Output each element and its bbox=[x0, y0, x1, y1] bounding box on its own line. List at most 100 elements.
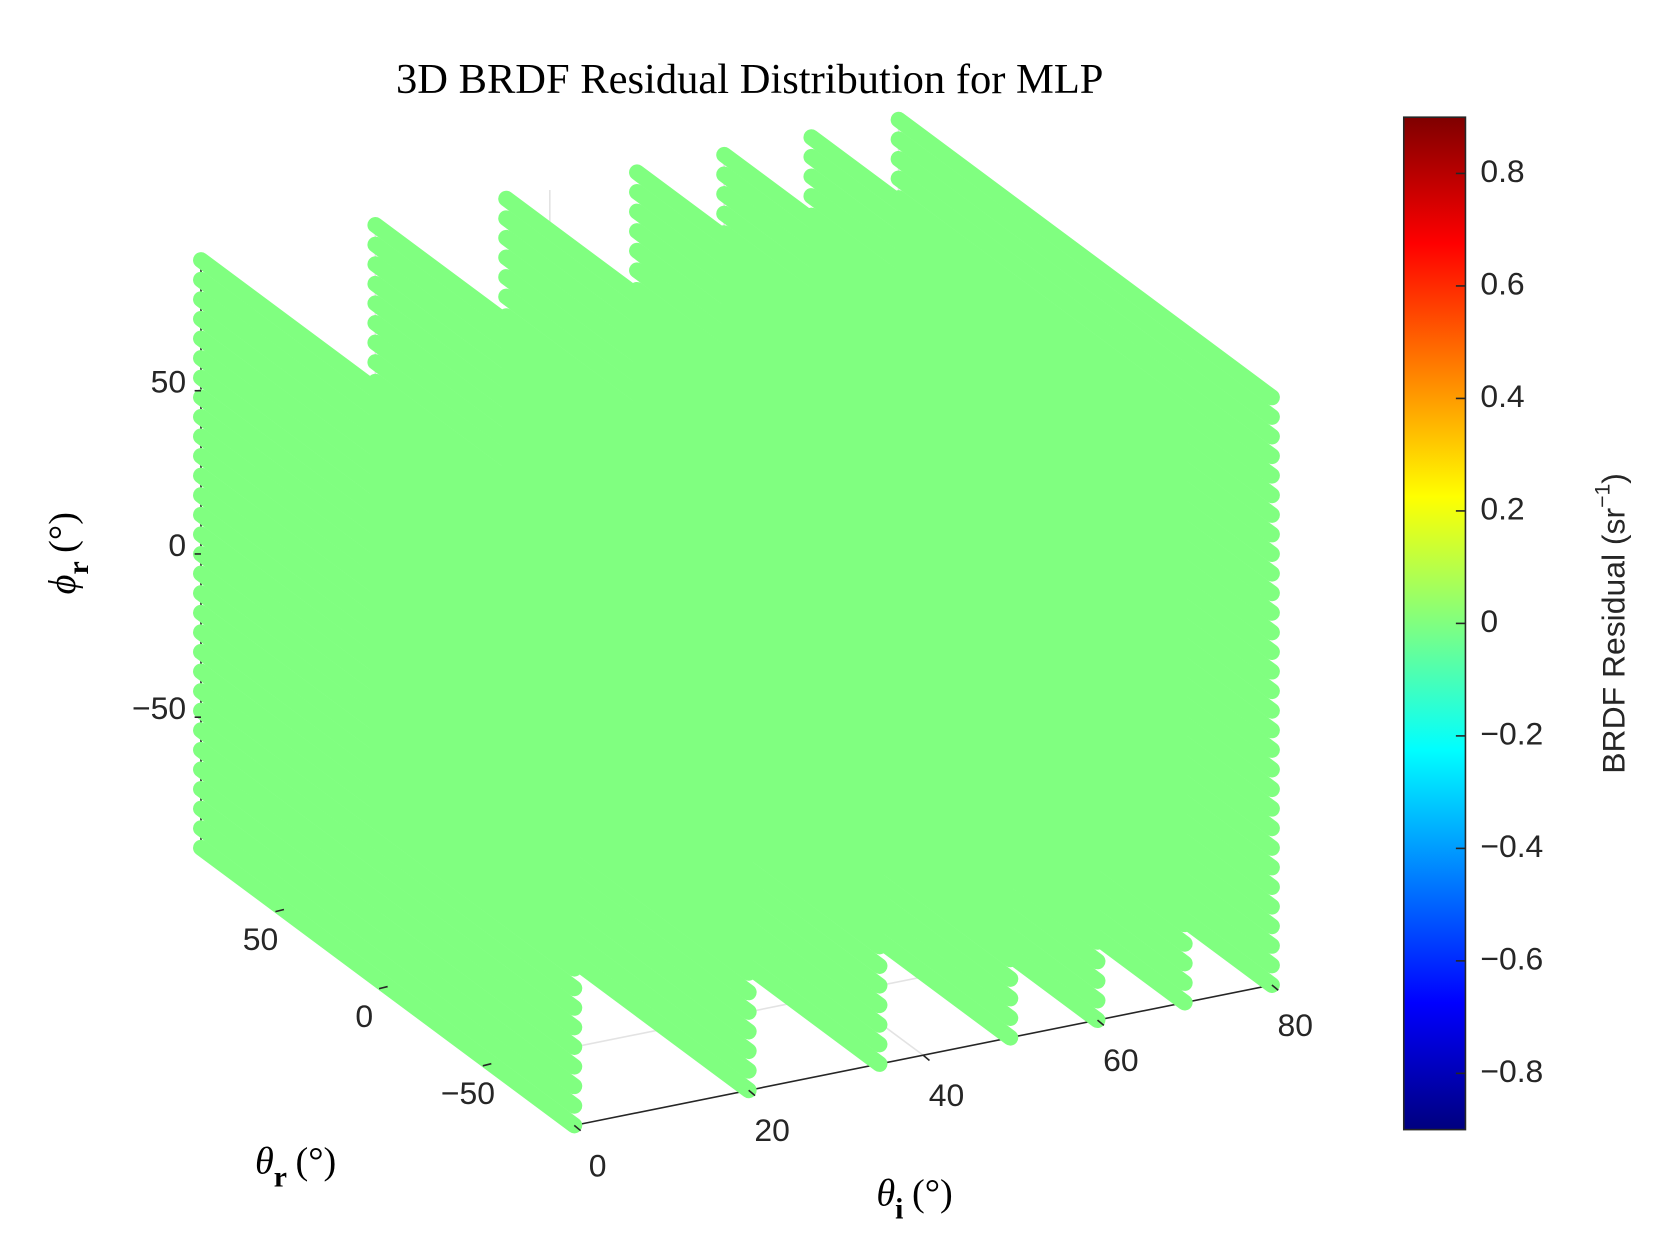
colorbar-tick-label: 0.2 bbox=[1480, 490, 1524, 526]
residual-points bbox=[193, 487, 583, 781]
y-label-symbol: θ bbox=[255, 1140, 274, 1182]
plot-area bbox=[193, 111, 1280, 1134]
x-tick bbox=[1096, 1019, 1105, 1027]
colorbar-label: BRDF Residual (sr−1) bbox=[1590, 473, 1632, 774]
z-tick-label: −50 bbox=[132, 690, 186, 726]
residual-points bbox=[193, 643, 583, 938]
y-tick bbox=[378, 985, 388, 990]
residual-points bbox=[193, 741, 583, 1036]
z-tick-label: 0 bbox=[168, 527, 186, 563]
residual-points bbox=[498, 229, 888, 524]
x-tick-label: 40 bbox=[929, 1077, 964, 1113]
residual-points bbox=[716, 166, 1106, 460]
colorbar-label-text: BRDF Residual (sr bbox=[1596, 508, 1632, 774]
x-label-unit: (°) bbox=[912, 1172, 953, 1214]
residual-points bbox=[498, 190, 888, 485]
residual-points bbox=[193, 702, 583, 997]
residual-points bbox=[803, 148, 1193, 443]
y-label-sub: r bbox=[274, 1160, 287, 1193]
residual-points bbox=[367, 275, 757, 570]
colorbar-label-sup: −1 bbox=[1590, 484, 1614, 508]
residual-points bbox=[193, 408, 583, 703]
residual-points bbox=[367, 236, 757, 531]
z-tick-label: 50 bbox=[151, 364, 186, 400]
y-tick-label: 50 bbox=[243, 921, 278, 957]
residual-points bbox=[193, 310, 583, 605]
residual-points bbox=[193, 781, 583, 1075]
x-tick-label: 0 bbox=[589, 1147, 607, 1183]
colorbar-tick-label: −0.2 bbox=[1480, 715, 1543, 751]
z-label-symbol: ϕ bbox=[42, 575, 84, 595]
x-label-symbol: θ bbox=[876, 1172, 895, 1214]
x-tick bbox=[1271, 984, 1279, 991]
residual-points bbox=[193, 820, 583, 1114]
residual-points bbox=[803, 188, 1193, 482]
residual-points bbox=[193, 722, 583, 1016]
colorbar-label-close: ) bbox=[1596, 473, 1632, 484]
colorbar-tick-label: 0.4 bbox=[1480, 378, 1524, 414]
residual-points bbox=[193, 291, 583, 585]
residual-points bbox=[367, 315, 757, 609]
residual-points bbox=[193, 624, 583, 918]
y-label-unit: (°) bbox=[296, 1140, 337, 1182]
colorbar-tick-label: 0 bbox=[1480, 603, 1498, 639]
residual-points bbox=[193, 565, 583, 860]
residual-points bbox=[629, 164, 1019, 458]
y-axis-label: θr (°) bbox=[255, 1140, 336, 1193]
y-tick-label: −50 bbox=[441, 1075, 495, 1111]
residual-points bbox=[716, 146, 1106, 441]
z-label-sub: r bbox=[62, 561, 95, 574]
residual-points bbox=[193, 506, 583, 801]
colorbar-tick-label: 0.8 bbox=[1480, 153, 1524, 189]
residual-points bbox=[890, 111, 1280, 406]
residual-points bbox=[498, 249, 888, 544]
residual-points bbox=[367, 217, 757, 511]
x-tick bbox=[573, 1124, 582, 1132]
residual-points bbox=[193, 448, 583, 742]
x-tick bbox=[922, 1054, 930, 1062]
x-tick-label: 60 bbox=[1103, 1042, 1138, 1078]
residual-points bbox=[629, 203, 1019, 498]
y-tick-label: 0 bbox=[355, 998, 373, 1034]
residual-points bbox=[193, 761, 583, 1055]
residual-points bbox=[629, 262, 1019, 556]
z-axis-label: ϕr (°) bbox=[42, 512, 95, 594]
x-tick bbox=[748, 1089, 756, 1097]
residual-points bbox=[803, 129, 1193, 423]
colorbar-tick-label: −0.6 bbox=[1480, 940, 1543, 976]
residual-points bbox=[803, 168, 1193, 463]
residual-points bbox=[193, 526, 583, 820]
residual-points bbox=[193, 369, 583, 664]
residual-points bbox=[193, 604, 583, 899]
residual-points bbox=[193, 350, 583, 644]
residual-points bbox=[890, 150, 1280, 445]
residual-points bbox=[193, 389, 583, 683]
residual-points bbox=[629, 242, 1019, 537]
colorbar-tick-label: −0.8 bbox=[1480, 1053, 1543, 1089]
residual-points bbox=[193, 252, 583, 546]
residual-points bbox=[890, 131, 1280, 425]
residual-points bbox=[193, 683, 583, 977]
residual-points bbox=[193, 663, 583, 958]
residual-points bbox=[367, 256, 757, 550]
y-tick bbox=[275, 908, 285, 913]
residual-points bbox=[193, 428, 583, 722]
residual-points bbox=[498, 269, 888, 563]
chart-title: 3D BRDF Residual Distribution for MLP bbox=[396, 56, 1103, 103]
residual-points bbox=[193, 800, 583, 1095]
residual-points bbox=[629, 223, 1019, 517]
residual-points bbox=[367, 354, 757, 648]
residual-points bbox=[367, 334, 757, 629]
residual-points bbox=[193, 585, 583, 879]
x-label-sub: i bbox=[895, 1192, 903, 1225]
residual-points bbox=[629, 184, 1019, 478]
residual-points bbox=[498, 288, 888, 583]
x-axis-label: θi (°) bbox=[876, 1172, 952, 1225]
residual-points bbox=[193, 330, 583, 625]
residual-points bbox=[716, 205, 1106, 500]
colorbar-tick-label: −0.4 bbox=[1480, 828, 1543, 864]
residual-points bbox=[367, 295, 757, 589]
residual-points bbox=[193, 545, 583, 840]
residual-points bbox=[193, 467, 583, 762]
